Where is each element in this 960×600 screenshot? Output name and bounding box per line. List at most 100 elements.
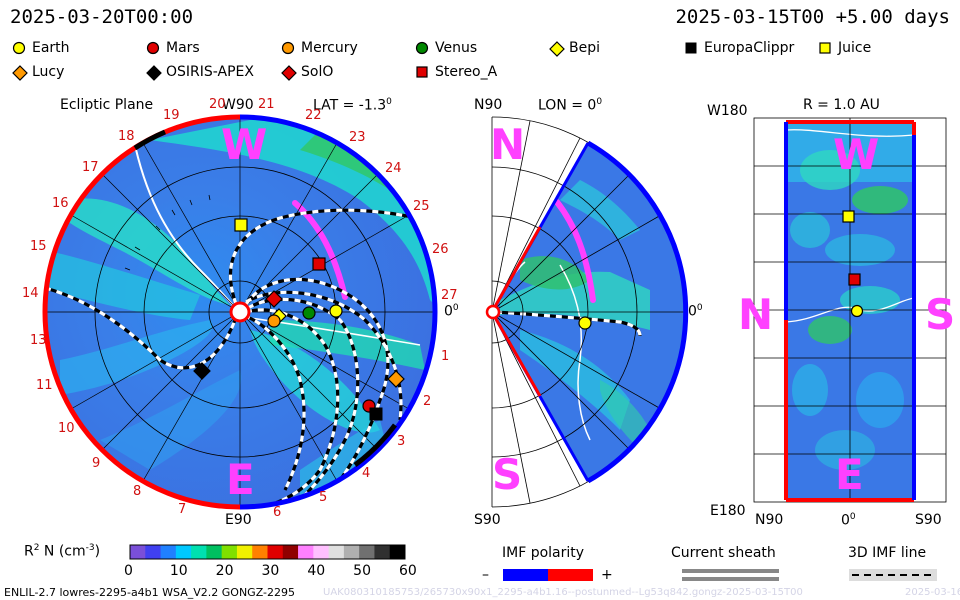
right-timestamp: 2025-03-15T00 +5.00 days <box>675 6 950 28</box>
imf-negative-swatch <box>503 569 548 581</box>
colorbar-tick-label: 60 <box>399 563 417 579</box>
imf-minus-label: – <box>482 567 489 583</box>
diamond-icon <box>12 65 28 81</box>
earth-marker-map <box>850 304 864 318</box>
legend-label: Lucy <box>32 64 65 80</box>
model-info: ENLIL-2.7 lowres-2295-a4b1 WSA_V2.2 GONG… <box>4 586 296 599</box>
map-x-label-s90: S90 <box>915 512 942 528</box>
colorbar-segment <box>267 545 284 559</box>
diamond-icon <box>549 41 565 57</box>
legend-label: Stereo_A <box>435 64 498 80</box>
ecliptic-top-label: W90 <box>222 97 254 113</box>
left-timestamp: 2025-03-20T00:00 <box>10 6 194 28</box>
imf-plus-label: + <box>601 567 613 583</box>
venus-marker <box>302 306 316 320</box>
colorbar-segment <box>206 545 223 559</box>
sector-number: 17 <box>82 160 99 175</box>
imf-polarity-title: IMF polarity <box>502 545 585 561</box>
osiris-apex-marker <box>193 362 211 380</box>
colorbar-segment <box>374 545 391 559</box>
ecliptic-lat-label: LAT = -1.30 <box>313 97 392 114</box>
colorbar-tick-label: 50 <box>353 563 371 579</box>
current-sheath-title: Current sheath <box>671 545 776 561</box>
circle-icon <box>12 41 26 55</box>
sector-number: 20 <box>209 97 226 112</box>
sector-number: 21 <box>258 97 275 112</box>
colorbar-segment <box>389 545 406 559</box>
map-r-label: R = 1.0 AU <box>803 97 880 113</box>
r1au-map <box>753 117 947 503</box>
ecliptic-bottom-label: E90 <box>225 512 252 528</box>
colorbar-segment <box>191 545 207 559</box>
map-x-label-0: 00 <box>841 512 856 529</box>
meridional-lon-label: LON = 00 <box>538 97 603 114</box>
colorbar-segment <box>175 545 192 559</box>
map-top-left-label: W180 <box>707 103 748 119</box>
sector-number: 23 <box>349 130 366 145</box>
colorbar-tick-label: 10 <box>169 563 188 579</box>
square-icon <box>416 66 428 78</box>
sector-number: 9 <box>92 456 101 471</box>
colorbar-segment <box>298 545 314 559</box>
legend-label: Juice <box>838 40 872 56</box>
east-letter-ecliptic: E <box>226 455 255 504</box>
sector-number: 7 <box>178 502 187 517</box>
lucy-marker <box>387 370 405 388</box>
legend-label: Mars <box>166 40 200 56</box>
meridional-top-label: N90 <box>474 97 503 113</box>
mercury-marker <box>267 314 281 328</box>
ecliptic-zero-label: 00 <box>444 303 459 320</box>
colorbar-segment <box>328 545 345 559</box>
legend-label: Bepi <box>569 40 600 56</box>
ecliptic-title: Ecliptic Plane <box>60 97 154 113</box>
south-letter-map: S <box>925 290 956 339</box>
colorbar-tick-label: 30 <box>261 563 280 579</box>
sector-number: 5 <box>319 490 328 505</box>
sector-number: 27 <box>441 288 458 303</box>
colorbar-tick-label: 20 <box>215 563 234 579</box>
colorbar-segment <box>236 545 253 559</box>
sector-number: 4 <box>362 466 371 481</box>
colorbar-tick-label: 40 <box>307 563 326 579</box>
juice-marker-map <box>842 210 855 223</box>
sector-number: 11 <box>36 378 53 393</box>
sector-number: 3 <box>397 434 406 449</box>
sector-number: 1 <box>441 349 450 364</box>
ecliptic-plot <box>42 114 438 510</box>
east-letter-map: E <box>835 450 864 499</box>
solo-marker <box>265 290 283 308</box>
west-letter-ecliptic: W <box>221 120 268 169</box>
sector-number: 25 <box>413 199 430 214</box>
sector-number: 19 <box>163 108 180 123</box>
north-letter-map: N <box>738 290 774 339</box>
imf-line-title: 3D IMF line <box>848 545 927 561</box>
imf-positive-swatch <box>548 569 593 581</box>
legend-label: Mercury <box>301 40 358 56</box>
colorbar-segment <box>313 545 330 559</box>
meridional-zero-label: 00 <box>688 303 703 320</box>
square-icon <box>685 42 697 54</box>
map-bottom-left-label: E180 <box>710 503 746 519</box>
legend-label: SolO <box>301 64 334 80</box>
south-letter-meridional: S <box>492 450 523 499</box>
sector-number: 18 <box>118 129 135 144</box>
sector-number: 16 <box>52 196 69 211</box>
meridional-bottom-label: S90 <box>474 512 501 528</box>
colorbar-segment <box>343 545 360 559</box>
sector-number: 15 <box>30 239 47 254</box>
sector-number: 10 <box>58 421 75 436</box>
west-letter-map: W <box>833 130 880 179</box>
meridional-plot <box>485 116 689 508</box>
europaclippr-marker <box>369 407 383 421</box>
juice-marker <box>234 218 248 232</box>
circle-icon <box>415 41 429 55</box>
diamond-icon <box>281 65 297 81</box>
stereo-a-marker-map <box>848 273 861 286</box>
circle-icon <box>146 41 160 55</box>
density-colorbar <box>130 545 406 559</box>
sector-number: 24 <box>385 161 402 176</box>
legend-label: EuropaClippr <box>704 40 795 56</box>
colorbar-segment <box>221 545 238 559</box>
colorbar-tick-label: 0 <box>124 563 133 579</box>
